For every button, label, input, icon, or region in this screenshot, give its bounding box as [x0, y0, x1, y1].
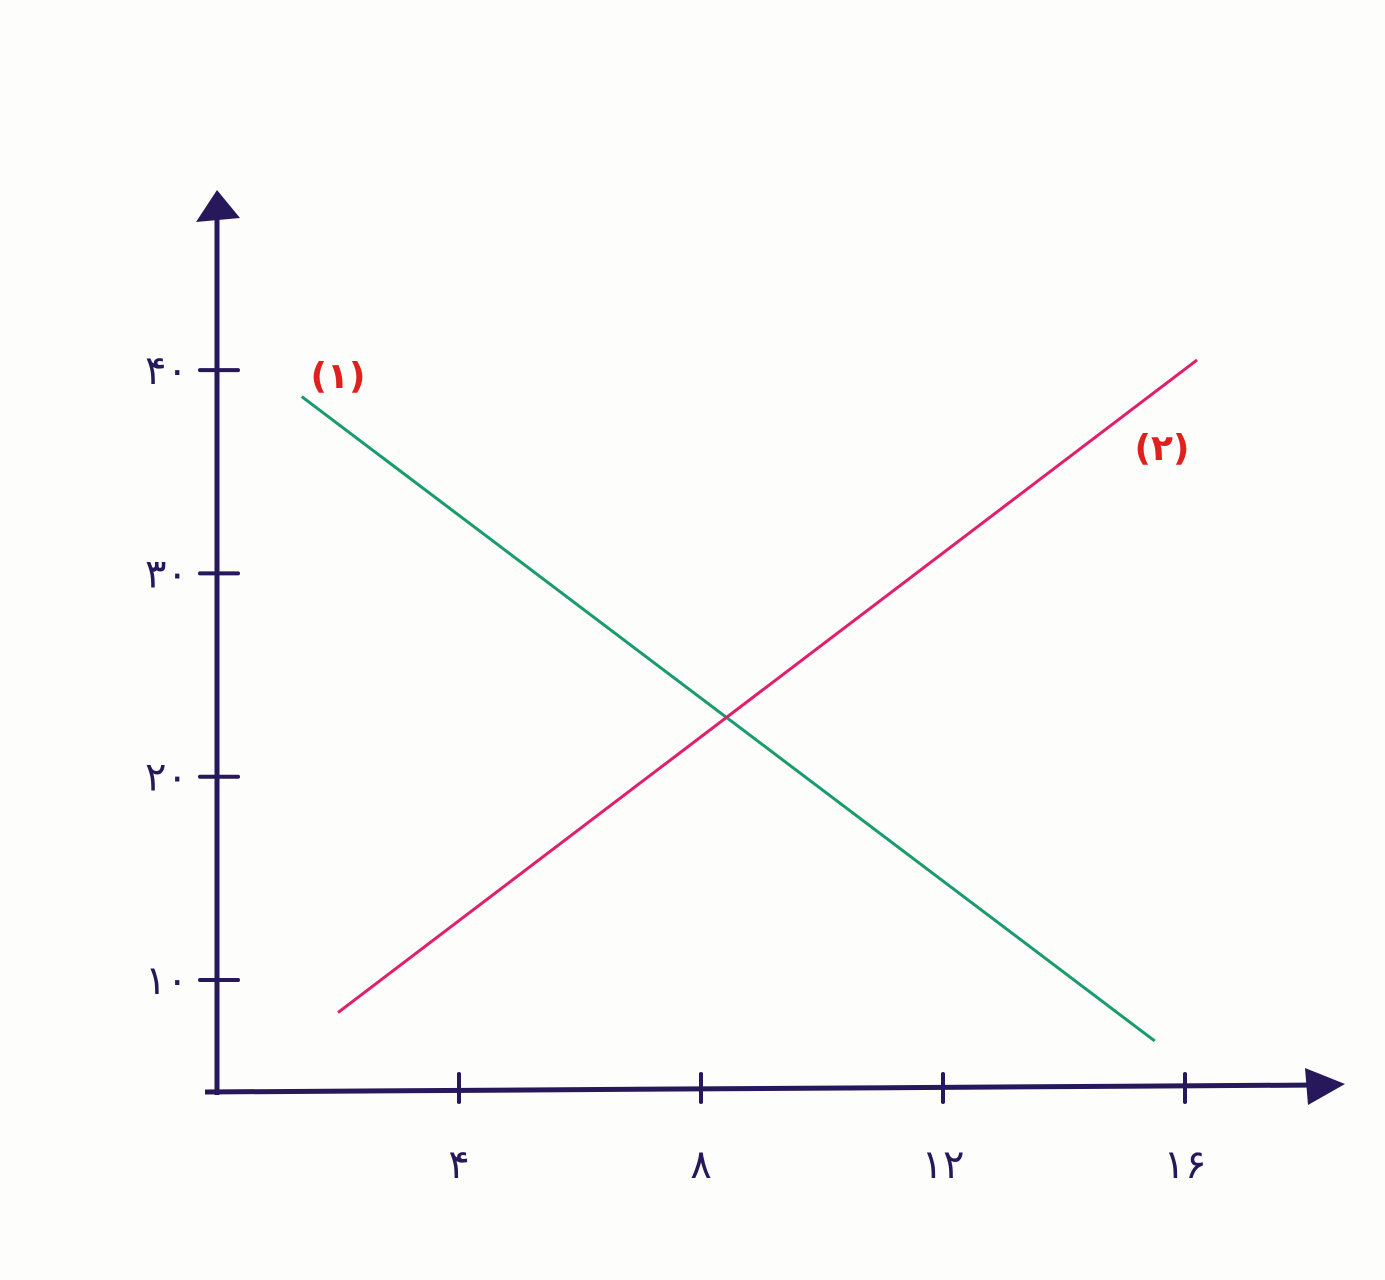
y-tick-label: ۳۰ [145, 551, 188, 597]
y-tick-label: ۲۰ [145, 755, 188, 801]
series-label-1: (۱) [311, 356, 366, 397]
y-axis-arrow-icon [196, 190, 240, 222]
x-tick-label: ۱۶ [1164, 1142, 1207, 1188]
series-line-1 [300, 395, 1156, 1043]
series-line-2 [337, 358, 1199, 1014]
series-label-2: (۲) [1135, 428, 1190, 469]
x-tick-label: ۴ [448, 1142, 469, 1188]
x-axis-arrow-icon [1305, 1068, 1345, 1105]
y-tick-label: ۴۰ [145, 348, 188, 394]
x-tick-label: ۸ [690, 1142, 711, 1188]
x-tick-label: ۱۲ [922, 1142, 965, 1188]
x-axis [204, 1082, 1321, 1095]
y-tick-label: ۱۰ [145, 958, 188, 1004]
